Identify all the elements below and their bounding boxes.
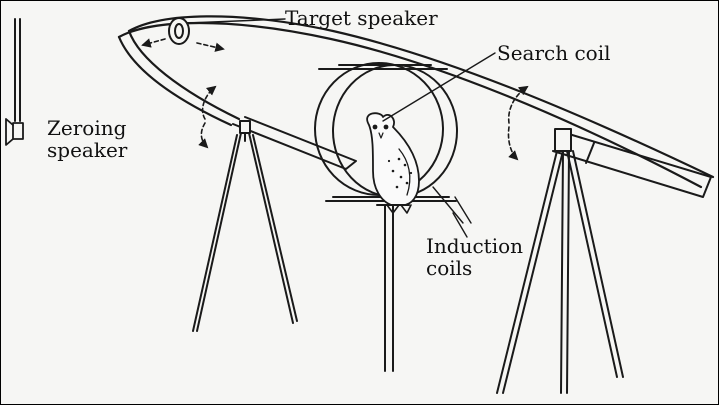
center-stand bbox=[376, 204, 410, 372]
arrow-icon bbox=[198, 122, 209, 149]
left-stand bbox=[192, 120, 298, 332]
induction-coils-label-line-2: coils bbox=[426, 256, 473, 280]
owl-icon bbox=[366, 112, 420, 214]
zeroing-speaker-label-line-2: speaker bbox=[47, 138, 128, 162]
zeroing-speaker-label: Zeroing speaker bbox=[47, 117, 127, 161]
induction-coils-label-line-1: Induction bbox=[426, 234, 524, 258]
target-speaker-label: Target speaker bbox=[285, 6, 438, 30]
zeroing-speaker bbox=[5, 18, 24, 146]
arrow-icon bbox=[201, 85, 217, 120]
search-coil-label: Search coil bbox=[497, 41, 611, 65]
motion-arrows bbox=[141, 38, 529, 161]
target-speaker bbox=[168, 17, 286, 45]
induction-coils-label: Induction coils bbox=[426, 235, 523, 279]
zeroing-speaker-label-line-1: Zeroing bbox=[47, 116, 127, 140]
arrow-icon bbox=[141, 38, 166, 48]
right-stand bbox=[496, 128, 624, 394]
label-leader-lines bbox=[382, 52, 496, 238]
arrow-icon bbox=[507, 126, 519, 161]
arrow-icon bbox=[196, 42, 225, 52]
arrow-icon bbox=[507, 85, 529, 124]
